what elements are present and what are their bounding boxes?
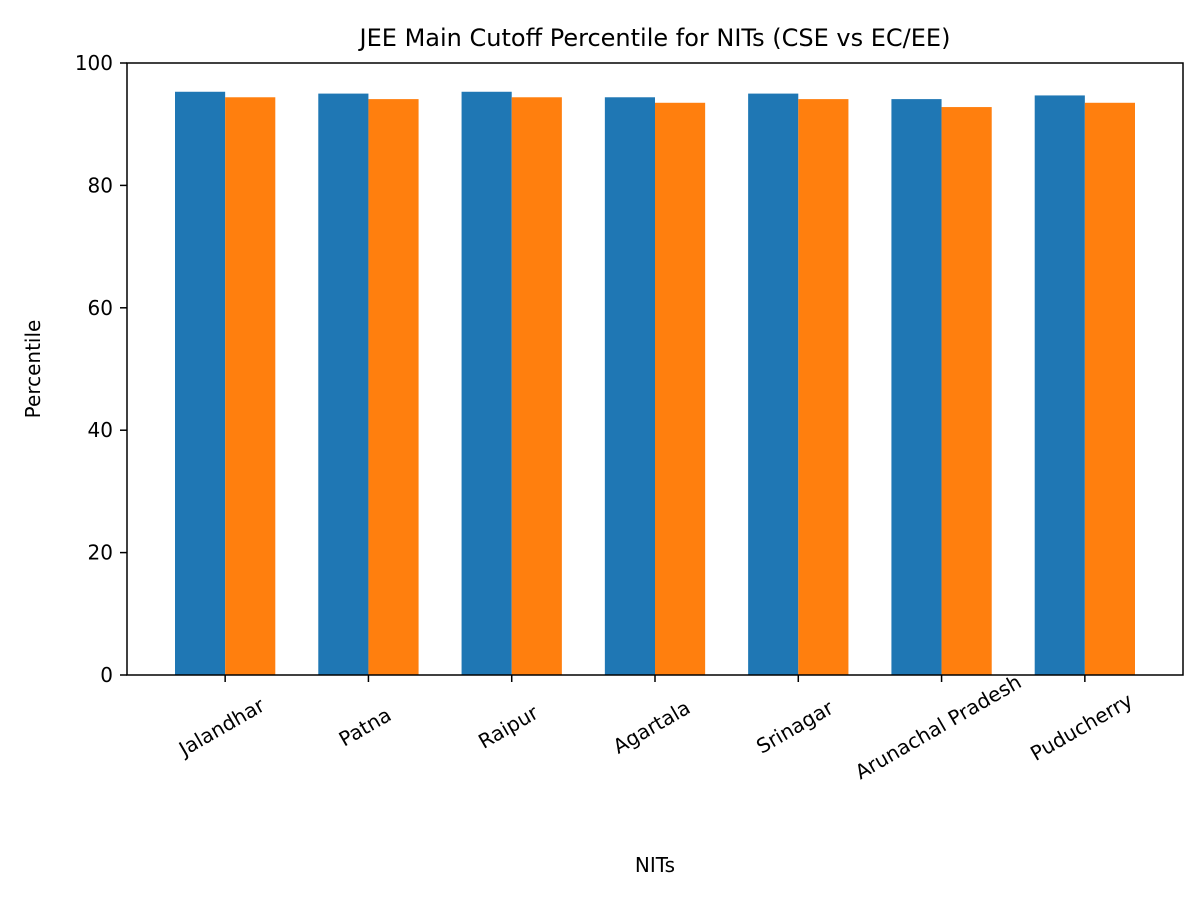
bar-arunachal-pradesh-series-1: [891, 99, 942, 675]
bar-srinagar-series-1: [748, 93, 799, 676]
bars: [175, 91, 1135, 676]
y-tick-label: 60: [88, 296, 113, 320]
y-tick-label: 0: [100, 663, 113, 687]
x-axis-label: NITs: [635, 853, 675, 877]
x-tick-label: Agartala: [609, 695, 694, 758]
bar-puducherry-series-2: [1084, 102, 1135, 675]
x-tick-label: Puducherry: [1026, 688, 1137, 766]
bar-patna-series-2: [368, 99, 419, 675]
bar-srinagar-series-2: [798, 99, 849, 675]
chart-title: JEE Main Cutoff Percentile for NITs (CSE…: [358, 24, 951, 52]
bar-jalandhar-series-2: [225, 97, 276, 676]
x-tick-label: Raipur: [474, 700, 543, 754]
y-axis-label: Percentile: [21, 320, 45, 419]
x-tick-label: Patna: [335, 702, 396, 751]
bar-puducherry-series-1: [1034, 95, 1085, 676]
x-tick-label: Arunachal Pradesh: [851, 670, 1026, 785]
x-tick-label: Srinagar: [752, 695, 838, 758]
bar-agartala-series-1: [604, 97, 655, 676]
x-tick-label: Jalandhar: [173, 693, 269, 762]
y-tick-label: 20: [88, 541, 113, 565]
y-tick-label: 40: [88, 418, 113, 442]
y-tick-label: 100: [75, 51, 113, 75]
x-axis: Jalandhar Patna Raipur Agartala Srinagar Arun…: [173, 670, 1137, 785]
bar-patna-series-1: [318, 93, 369, 676]
bar-jalandhar-series-1: [175, 91, 226, 676]
bar-raipur-series-2: [511, 97, 562, 676]
y-axis: 0 20 40 60 80 100: [75, 51, 127, 687]
y-tick-label: 80: [88, 173, 113, 197]
bar-agartala-series-2: [655, 102, 706, 675]
bar-raipur-series-1: [461, 91, 512, 676]
bar-arunachal-pradesh-series-2: [941, 107, 992, 675]
